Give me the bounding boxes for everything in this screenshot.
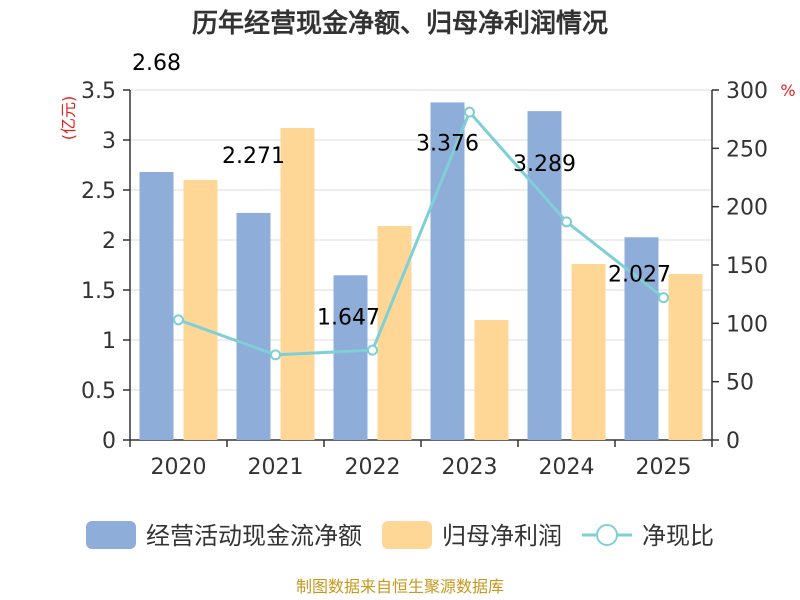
- bar-net-profit: [474, 320, 509, 440]
- bar-net-profit: [377, 226, 412, 440]
- bar-net-profit: [668, 274, 703, 440]
- bar-net-profit: [280, 128, 315, 440]
- x-tick-label: 2023: [442, 455, 498, 480]
- right-tick-label: 0: [726, 429, 740, 454]
- data-label: 1.647: [317, 305, 380, 330]
- left-tick-label: 0.5: [81, 379, 116, 404]
- legend-swatch-marker: [596, 524, 618, 546]
- right-axis-unit: %: [780, 81, 795, 100]
- legend-label: 归母净利润: [442, 522, 562, 550]
- x-tick-label: 2025: [636, 455, 692, 480]
- bar-operating-cash-flow: [527, 111, 562, 440]
- right-tick-label: 250: [726, 137, 768, 162]
- right-tick-label: 150: [726, 254, 768, 279]
- line-point: [367, 344, 378, 356]
- legend-label: 净现比: [642, 522, 714, 550]
- left-tick-label: 1: [102, 329, 116, 354]
- line-point: [561, 216, 572, 228]
- line-point: [658, 292, 669, 304]
- x-tick-label: 2021: [248, 455, 304, 480]
- bar-net-profit: [571, 264, 606, 440]
- data-label: 3.376: [416, 131, 479, 156]
- left-tick-label: 2.5: [81, 179, 116, 204]
- data-label: 2.68: [132, 51, 181, 76]
- left-axis-unit: (亿元): [59, 96, 78, 141]
- line-cash-ratio: [177, 109, 665, 357]
- x-tick-label: 2024: [539, 455, 595, 480]
- bar-net-profit: [183, 180, 218, 440]
- left-tick-label: 3.5: [81, 79, 116, 104]
- chart-title: 历年经营现金净额、归母净利润情况: [192, 8, 608, 39]
- bar-operating-cash-flow: [236, 212, 271, 440]
- plot-area: 0 0.5 1 1.5 2 2.5 3 3.5 0 50 100 150 200 250 300 2020 20…: [81, 51, 768, 480]
- data-label: 2.027: [608, 262, 671, 287]
- legend-item: 经营活动现金流净额: [86, 521, 362, 550]
- left-tick-label: 2: [102, 229, 116, 254]
- bar-operating-cash-flow: [139, 172, 174, 440]
- right-tick-label: 300: [726, 79, 768, 104]
- right-tick-label: 50: [726, 371, 754, 396]
- x-tick-label: 2020: [151, 455, 207, 480]
- x-tick-label: 2022: [345, 455, 401, 480]
- bar-operating-cash-flow: [333, 275, 368, 440]
- footer-source: 制图数据来自恒生聚源数据库: [296, 577, 504, 596]
- legend-swatch: [382, 521, 432, 549]
- legend-label: 经营活动现金流净额: [146, 522, 362, 550]
- right-tick-label: 100: [726, 312, 768, 337]
- left-tick-label: 1.5: [81, 279, 116, 304]
- legend-item: 归母净利润: [382, 521, 562, 550]
- legend-item: 净现比: [582, 522, 714, 550]
- bar-operating-cash-flow: [430, 102, 465, 441]
- left-tick-label: 3: [102, 129, 116, 154]
- line-point: [270, 349, 281, 361]
- data-label: 2.271: [222, 144, 285, 169]
- right-tick-label: 200: [726, 196, 768, 221]
- legend-swatch: [86, 521, 136, 549]
- left-tick-label: 0: [102, 429, 116, 454]
- legend: 经营活动现金流净额 归母净利润 净现比: [86, 521, 714, 550]
- line-point: [173, 314, 184, 326]
- data-label: 3.289: [513, 152, 576, 177]
- line-point: [464, 106, 475, 118]
